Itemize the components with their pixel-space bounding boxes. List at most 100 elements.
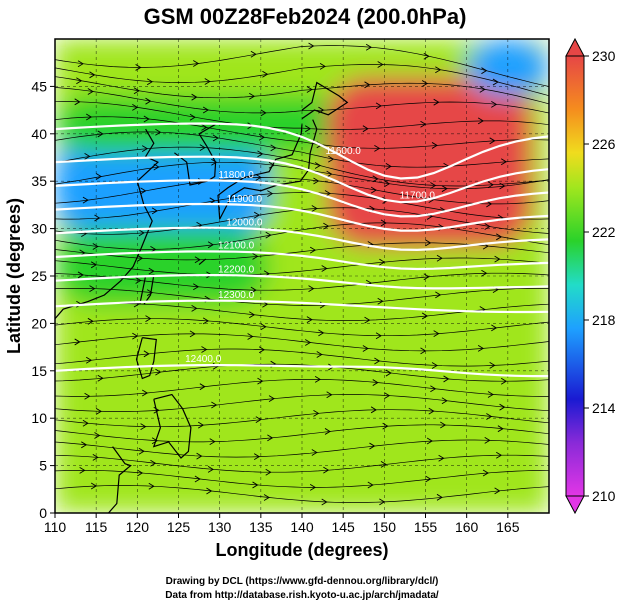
wind-arrow: [267, 190, 274, 198]
wind-arrow: [253, 211, 261, 219]
wind-arrow: [141, 145, 149, 153]
wind-arrow: [196, 452, 203, 460]
contour-label: 12200.0: [218, 264, 255, 275]
wind-arrow: [313, 409, 320, 417]
wind-arrow: [95, 407, 102, 415]
wind-arrow: [92, 243, 99, 250]
wind-arrow: [384, 392, 391, 400]
streamline: [55, 363, 549, 382]
plot-area: 11600.0 11700.0 11800.0 11900.0 12000.0 12100…: [55, 39, 549, 513]
wind-arrow: [318, 329, 325, 337]
wind-arrow: [209, 197, 216, 205]
wind-arrow: [306, 86, 313, 93]
contour-line: [55, 274, 549, 290]
colorbar-tick-label: 214: [592, 400, 616, 416]
wind-arrow: [201, 124, 208, 131]
x-tick-label: 135: [249, 519, 273, 535]
colorbar-ticks: 210 214 218 222 226 230: [584, 48, 616, 504]
wind-arrow: [189, 330, 196, 338]
wind-arrow: [194, 475, 201, 483]
wind-arrow: [135, 277, 142, 284]
wind-arrow: [323, 222, 330, 230]
streamline: [55, 318, 549, 337]
contour-label: 12000.0: [226, 217, 263, 228]
wind-arrow: [420, 347, 427, 355]
streamline: [55, 485, 549, 503]
wind-arrow: [306, 316, 313, 324]
wind-arrow: [94, 214, 101, 222]
coastline-borneo: [107, 446, 132, 513]
wind-arrow: [143, 350, 150, 358]
coastline-luzon: [135, 337, 157, 380]
contour-line: [55, 179, 549, 218]
wind-arrow: [89, 71, 96, 79]
wind-arrow: [92, 454, 99, 461]
wind-arrow: [489, 137, 496, 145]
x-tick-label: 120: [126, 519, 150, 535]
contour-label: 12100.0: [218, 241, 255, 252]
colorbar-tick-label: 230: [592, 48, 616, 64]
wind-arrow: [255, 174, 262, 181]
contour-label: 11800.0: [218, 170, 254, 181]
wind-arrow: [491, 100, 498, 108]
wind-arrow: [268, 395, 275, 403]
wind-arrow: [84, 392, 91, 400]
wind-arrow: [82, 419, 89, 427]
streamline: [55, 287, 549, 306]
wind-arrow: [372, 379, 379, 386]
wind-arrow: [364, 81, 371, 89]
wind-arrow: [145, 97, 152, 105]
wind-arrow: [385, 369, 392, 377]
wind-arrow: [425, 239, 432, 247]
wind-arrow: [380, 219, 387, 227]
contour-label: 11900.0: [227, 194, 263, 205]
wind-arrow: [199, 144, 206, 151]
wind-arrow: [138, 447, 145, 455]
wind-arrow: [268, 161, 275, 169]
wind-arrow: [137, 469, 144, 477]
wind-arrow: [207, 465, 214, 473]
wind-arrow: [479, 85, 486, 93]
wind-arrow: [362, 125, 369, 133]
wind-arrow: [207, 241, 214, 249]
wind-arrow: [145, 315, 152, 323]
streamline: [55, 192, 549, 220]
wind-arrow: [323, 466, 330, 474]
wind-arrow: [420, 120, 427, 128]
contour-label: 12300.0: [218, 290, 255, 301]
wind-arrow: [496, 233, 503, 241]
wind-arrow: [385, 163, 392, 170]
wind-arrow: [496, 451, 503, 459]
coastline-visayas-mindanao: [152, 393, 192, 459]
wind-arrow: [309, 246, 317, 254]
wind-arrow: [364, 316, 371, 324]
y-tick-label: 10: [31, 410, 47, 426]
y-tick-label: 35: [31, 173, 47, 189]
wind-arrow: [328, 155, 335, 163]
wind-arrow: [309, 484, 317, 491]
wind-arrow: [137, 254, 144, 262]
wind-arrow: [211, 401, 218, 409]
wind-arrow: [477, 117, 485, 125]
y-axis-ticks: 0 5 10 15 20 25 30 35 40 45: [31, 78, 55, 521]
wind-arrow: [247, 333, 254, 340]
streamline: [55, 409, 549, 428]
wind-arrow: [194, 256, 201, 264]
wind-arrow: [492, 78, 499, 86]
wind-arrow: [255, 416, 262, 424]
wind-arrow: [204, 78, 211, 85]
wind-arrow: [316, 351, 323, 358]
wind-arrow: [76, 77, 83, 85]
x-tick-label: 130: [208, 519, 232, 535]
wind-arrow: [500, 377, 508, 385]
wind-arrow: [85, 356, 93, 364]
wind-arrow: [206, 487, 213, 495]
wind-arrow: [81, 441, 88, 449]
wind-arrow: [425, 475, 432, 483]
wind-arrow: [270, 144, 277, 152]
wind-arrow: [155, 128, 162, 136]
contour-line: [55, 299, 549, 314]
wind-arrow: [250, 50, 257, 58]
wind-arrow: [319, 62, 326, 70]
wind-arrow: [370, 406, 377, 414]
